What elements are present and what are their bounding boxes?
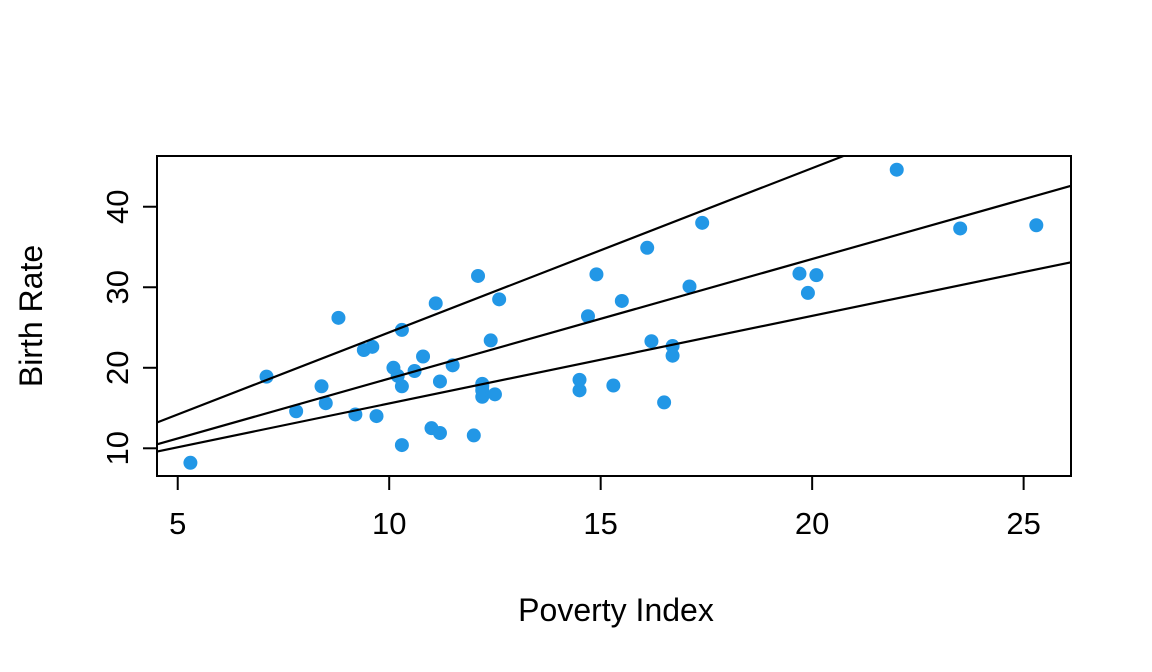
upper-line [156, 154, 844, 424]
data-point [432, 426, 447, 441]
data-point [428, 296, 443, 311]
data-point [394, 438, 409, 453]
y-tick-label: 30 [100, 270, 135, 304]
data-point [483, 333, 498, 348]
data-point [614, 293, 629, 308]
data-point [640, 240, 655, 255]
data-point [606, 378, 621, 393]
data-point [665, 348, 680, 363]
middle-line [156, 184, 1072, 446]
data-point [365, 339, 380, 354]
data-point [183, 455, 198, 470]
data-point [466, 428, 481, 443]
x-tick-label: 15 [583, 506, 617, 541]
data-point [487, 387, 502, 402]
x-tick-label: 10 [372, 506, 406, 541]
data-point [471, 268, 486, 283]
x-tick-label: 5 [169, 506, 186, 541]
y-axis-title: Birth Rate [13, 245, 49, 387]
data-point [369, 409, 384, 424]
data-point [665, 339, 680, 354]
data-point [318, 396, 333, 411]
data-point [572, 372, 587, 387]
data-point [289, 404, 304, 419]
y-tick-label: 20 [100, 351, 135, 385]
y-tick-label: 10 [100, 431, 135, 465]
chart-layer: 5 10 15 20 25 10 20 30 40 [100, 154, 1072, 541]
data-point [889, 162, 904, 177]
data-point [695, 215, 710, 230]
data-point [953, 221, 968, 236]
data-point [589, 267, 604, 282]
data-point [657, 395, 672, 410]
data-point [259, 369, 274, 384]
data-point [331, 310, 346, 325]
data-point [800, 285, 815, 300]
data-point [432, 374, 447, 389]
data-point [682, 279, 697, 294]
data-point [580, 309, 595, 324]
data-point [394, 379, 409, 394]
data-point [644, 334, 659, 349]
plot-border [156, 155, 1072, 477]
x-tick-label: 20 [795, 506, 829, 541]
data-point [1029, 218, 1044, 233]
x-tick-label: 25 [1006, 506, 1040, 541]
x-axis-title: Poverty Index [518, 592, 714, 628]
data-point [572, 383, 587, 398]
data-point [792, 266, 807, 281]
data-point [314, 379, 329, 394]
data-point [492, 292, 507, 307]
lower-line [156, 261, 1072, 453]
data-point [416, 349, 431, 364]
data-point [809, 268, 824, 283]
y-tick-label: 40 [100, 189, 135, 223]
